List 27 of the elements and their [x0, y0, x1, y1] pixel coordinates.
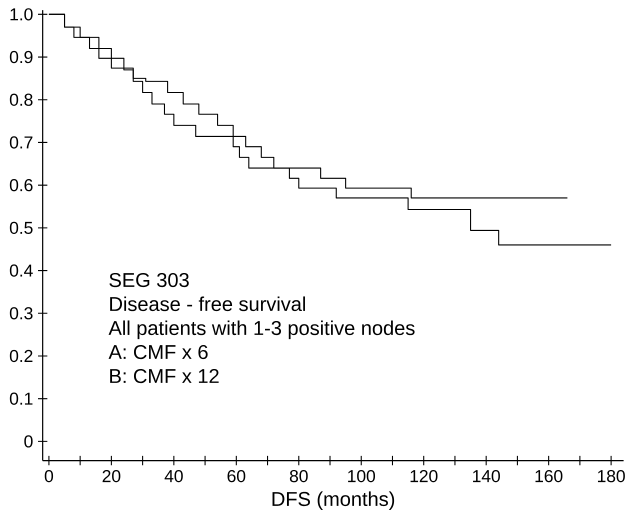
x-axis-title: DFS (months) — [272, 491, 394, 510]
annotation: SEG 303 — [109, 272, 189, 288]
x-tick-label: 100 — [348, 470, 376, 482]
y-tick-label: 0.6 — [10, 179, 33, 192]
y-tick-label: 0.9 — [10, 50, 32, 64]
x-tick-label: 20 — [102, 470, 120, 482]
y-tick-label: 0.5 — [10, 222, 33, 234]
annotation: B: CMF x 12 — [110, 368, 219, 384]
x-tick-label: 40 — [164, 470, 183, 482]
annotation: All patients with 1-3 positive nodes — [108, 320, 415, 340]
y-tick-label: 1.0 — [10, 8, 33, 20]
annotation: Disease - free survival — [110, 296, 305, 312]
y-tick-label: 0.2 — [10, 350, 32, 362]
y-tick-label: 0.4 — [10, 264, 33, 277]
x-tick-label: 120 — [410, 470, 438, 482]
y-tick-label: 0.1 — [10, 392, 32, 405]
x-tick-label: 80 — [290, 470, 308, 482]
y-tick-label: 0.3 — [10, 307, 33, 320]
x-tick-label: 0 — [44, 470, 54, 482]
x-tick-label: 160 — [536, 470, 562, 482]
x-tick-label: 60 — [228, 470, 246, 482]
y-tick-label: 0 — [24, 435, 33, 448]
annotation: A: CMF x 6 — [108, 344, 208, 360]
x-tick-label: 140 — [473, 470, 500, 482]
x-tick-label: 180 — [598, 470, 625, 482]
y-tick-label: 0.8 — [10, 94, 33, 106]
y-tick-label: 0.7 — [10, 136, 32, 149]
